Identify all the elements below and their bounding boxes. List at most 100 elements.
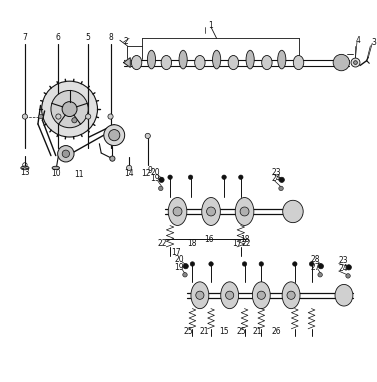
Ellipse shape <box>131 55 142 70</box>
Text: 23: 23 <box>271 168 281 177</box>
Circle shape <box>240 207 249 216</box>
Text: 20: 20 <box>175 256 184 264</box>
Circle shape <box>318 264 323 269</box>
Ellipse shape <box>293 55 304 70</box>
Circle shape <box>72 118 77 123</box>
Text: 11: 11 <box>74 170 84 179</box>
Circle shape <box>110 156 115 161</box>
Ellipse shape <box>283 200 303 223</box>
Polygon shape <box>124 58 130 67</box>
Text: 12: 12 <box>141 168 151 178</box>
Ellipse shape <box>335 285 353 306</box>
Text: 22: 22 <box>158 239 167 248</box>
Ellipse shape <box>282 282 300 309</box>
Ellipse shape <box>246 50 254 69</box>
Circle shape <box>225 291 234 299</box>
Circle shape <box>279 177 284 183</box>
Circle shape <box>159 186 163 191</box>
Circle shape <box>242 262 247 266</box>
Circle shape <box>190 262 195 266</box>
Text: 15: 15 <box>219 327 229 336</box>
Text: 3: 3 <box>372 37 377 47</box>
Circle shape <box>62 102 77 117</box>
Text: 10: 10 <box>51 168 61 178</box>
Text: 16: 16 <box>204 235 214 244</box>
Ellipse shape <box>21 166 29 170</box>
Text: 18: 18 <box>188 239 197 248</box>
Text: 4: 4 <box>356 36 360 45</box>
Text: 21: 21 <box>200 327 210 336</box>
Text: 25: 25 <box>184 327 193 336</box>
Ellipse shape <box>195 55 205 70</box>
Circle shape <box>279 186 283 191</box>
Circle shape <box>108 114 113 119</box>
Circle shape <box>209 262 213 266</box>
Circle shape <box>259 262 264 266</box>
Ellipse shape <box>278 50 286 69</box>
Circle shape <box>22 114 28 119</box>
Text: 6: 6 <box>56 33 61 42</box>
Circle shape <box>145 133 150 139</box>
Circle shape <box>222 175 226 180</box>
Circle shape <box>51 91 88 128</box>
Circle shape <box>351 58 360 67</box>
Circle shape <box>346 274 350 278</box>
Circle shape <box>257 291 265 299</box>
Text: 28: 28 <box>311 256 320 264</box>
Circle shape <box>293 262 297 266</box>
Ellipse shape <box>179 50 187 69</box>
Circle shape <box>188 175 193 180</box>
Ellipse shape <box>221 282 239 309</box>
Ellipse shape <box>161 55 172 70</box>
Ellipse shape <box>168 197 187 225</box>
Text: 7: 7 <box>23 33 27 42</box>
Text: 22: 22 <box>242 239 251 248</box>
Circle shape <box>196 291 204 299</box>
Circle shape <box>62 150 69 157</box>
Text: 20: 20 <box>150 168 160 177</box>
Ellipse shape <box>235 197 254 225</box>
Circle shape <box>207 207 216 216</box>
Circle shape <box>86 114 91 119</box>
Ellipse shape <box>213 50 221 69</box>
Text: 17: 17 <box>171 248 181 257</box>
Ellipse shape <box>228 55 239 70</box>
Circle shape <box>127 165 132 170</box>
Text: 9: 9 <box>147 166 152 175</box>
Text: 19: 19 <box>150 174 160 183</box>
Ellipse shape <box>252 282 270 309</box>
Ellipse shape <box>262 55 272 70</box>
Circle shape <box>346 265 351 270</box>
Circle shape <box>354 61 357 65</box>
Circle shape <box>239 175 243 180</box>
Text: 2: 2 <box>123 37 128 46</box>
Text: 23: 23 <box>339 256 348 265</box>
Text: 5: 5 <box>86 33 90 42</box>
Circle shape <box>318 272 322 277</box>
Text: 26: 26 <box>271 327 281 336</box>
Text: 19: 19 <box>175 263 184 272</box>
Text: 17: 17 <box>232 239 242 248</box>
Ellipse shape <box>191 282 209 309</box>
Circle shape <box>168 175 172 180</box>
Text: 21: 21 <box>253 327 262 336</box>
Circle shape <box>109 129 120 141</box>
Circle shape <box>39 114 43 119</box>
Text: 1: 1 <box>208 21 213 30</box>
Ellipse shape <box>52 166 60 170</box>
Circle shape <box>333 54 349 71</box>
Circle shape <box>183 264 188 269</box>
Ellipse shape <box>202 197 220 225</box>
Circle shape <box>173 207 182 216</box>
Circle shape <box>287 291 295 299</box>
Text: 24: 24 <box>271 174 281 183</box>
Text: 24: 24 <box>339 264 348 273</box>
Circle shape <box>58 146 74 162</box>
Text: 14: 14 <box>124 168 134 178</box>
Text: 18: 18 <box>240 235 249 244</box>
Circle shape <box>56 114 61 119</box>
Circle shape <box>159 177 164 183</box>
Circle shape <box>310 262 314 266</box>
Circle shape <box>41 81 98 137</box>
Circle shape <box>183 272 187 277</box>
